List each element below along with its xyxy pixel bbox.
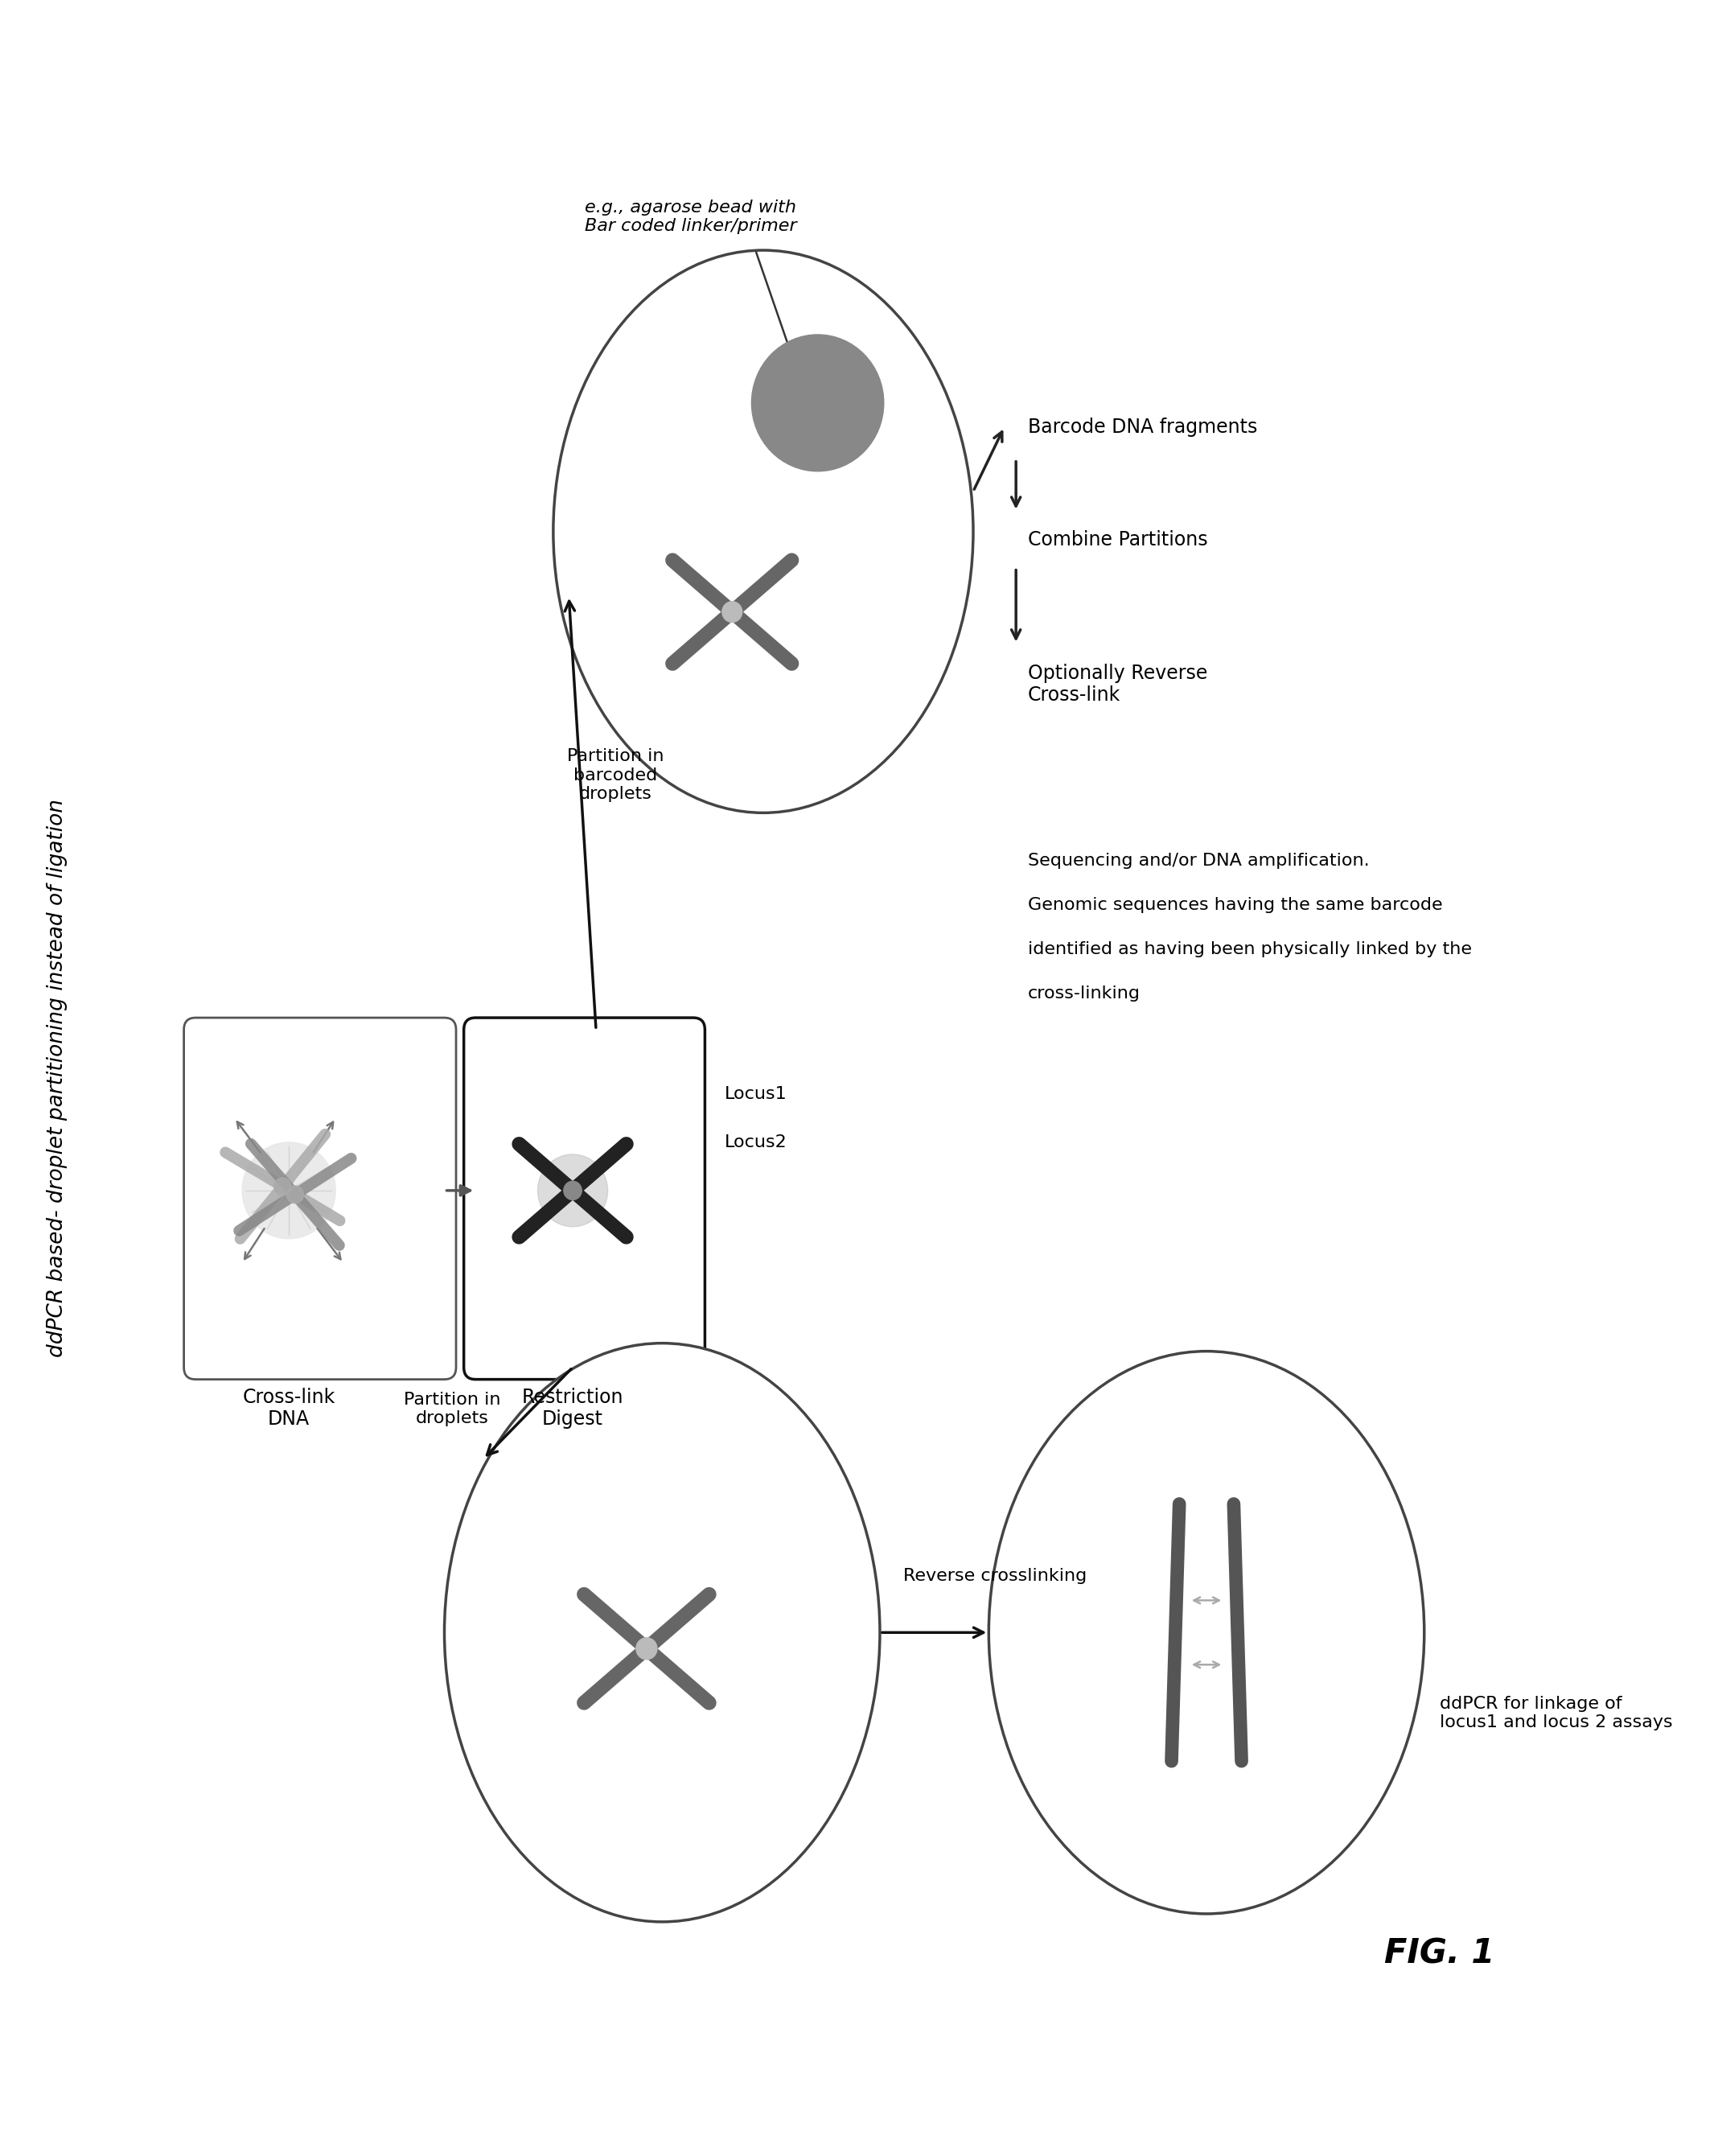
Circle shape: [287, 1186, 304, 1203]
Circle shape: [538, 1153, 608, 1227]
FancyBboxPatch shape: [184, 1018, 455, 1380]
Circle shape: [751, 334, 883, 472]
Text: Combine Partitions: Combine Partitions: [1027, 530, 1208, 550]
Text: ddPCR for linkage of
locus1 and locus 2 assays: ddPCR for linkage of locus1 and locus 2 …: [1440, 1695, 1673, 1731]
Text: identified as having been physically linked by the: identified as having been physically lin…: [1027, 942, 1472, 957]
Text: Sequencing and/or DNA amplification.: Sequencing and/or DNA amplification.: [1027, 854, 1369, 869]
Text: FIG. 1: FIG. 1: [1385, 1936, 1495, 1971]
Ellipse shape: [553, 250, 972, 813]
Circle shape: [722, 602, 742, 623]
Circle shape: [636, 1639, 656, 1660]
Circle shape: [242, 1143, 335, 1240]
Text: Barcode DNA fragments: Barcode DNA fragments: [1027, 418, 1258, 438]
Text: Restriction
Digest: Restriction Digest: [522, 1388, 624, 1429]
FancyBboxPatch shape: [464, 1018, 704, 1380]
Text: cross-linking: cross-linking: [1027, 985, 1141, 1003]
Ellipse shape: [445, 1343, 880, 1921]
Circle shape: [275, 1177, 290, 1194]
Text: Locus2: Locus2: [725, 1134, 787, 1151]
Text: ddPCR based- droplet partitioning instead of ligation: ddPCR based- droplet partitioning instea…: [46, 800, 67, 1356]
Text: e.g., agarose bead with
Bar coded linker/primer: e.g., agarose bead with Bar coded linker…: [584, 198, 797, 235]
Text: Genomic sequences having the same barcode: Genomic sequences having the same barcod…: [1027, 897, 1443, 914]
Ellipse shape: [990, 1352, 1424, 1915]
Text: Locus1: Locus1: [725, 1087, 787, 1102]
Text: Reverse crosslinking: Reverse crosslinking: [904, 1567, 1087, 1585]
Text: Cross-link
DNA: Cross-link DNA: [242, 1388, 335, 1429]
Text: Partition in
droplets: Partition in droplets: [404, 1391, 500, 1425]
Circle shape: [564, 1181, 582, 1199]
Text: Optionally Reverse
Cross-link: Optionally Reverse Cross-link: [1027, 664, 1208, 705]
Text: Partition in
barcoded
droplets: Partition in barcoded droplets: [567, 748, 663, 802]
